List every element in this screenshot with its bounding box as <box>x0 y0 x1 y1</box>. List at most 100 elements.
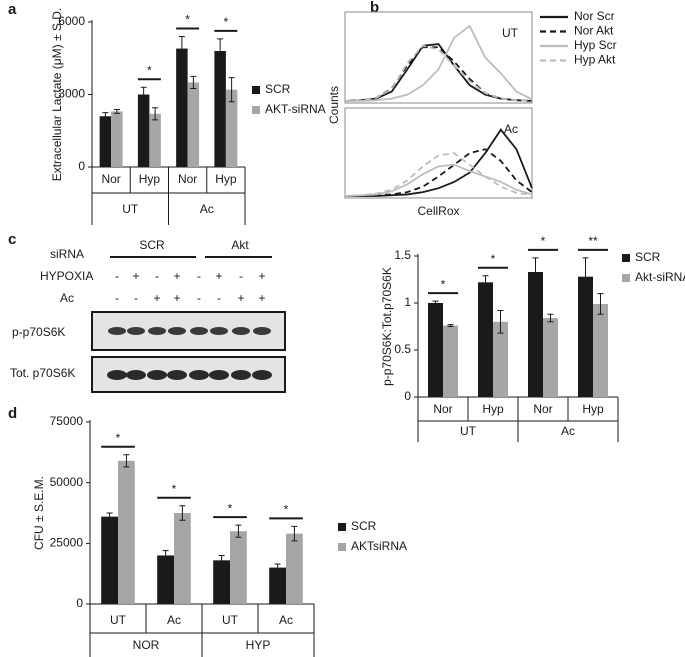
x-tick-label: Ac <box>279 613 293 627</box>
blot-band <box>210 327 228 335</box>
panel-label: d <box>8 405 17 422</box>
significance: * <box>185 13 190 27</box>
y-axis-label: p-p70S6K:Tot.p70S6K <box>380 267 394 386</box>
legend-swatch <box>622 274 630 282</box>
x-tick-label: Nor <box>533 402 552 416</box>
y-axis-label: Counts <box>327 86 341 124</box>
y-tick-label: 0 <box>404 389 411 403</box>
subplot-label: Ac <box>504 122 518 136</box>
bar <box>286 533 303 604</box>
bar <box>176 48 188 168</box>
significance: * <box>491 252 496 266</box>
y-tick-label: 1.5 <box>394 248 411 262</box>
curve <box>344 43 533 102</box>
y-tick-label: 25000 <box>50 536 84 550</box>
significance: * <box>147 63 152 77</box>
blot-sign: + <box>173 269 180 283</box>
panel-label: a <box>8 1 17 18</box>
legend-swatch <box>338 543 346 551</box>
blot-sign: - <box>134 291 138 305</box>
legend-label: SCR <box>351 519 377 533</box>
band-label: p-p70S6K <box>12 325 65 339</box>
y-tick-label: 0 <box>78 159 85 173</box>
legend-label: Hyp Scr <box>574 38 617 52</box>
bar <box>443 325 458 397</box>
bar <box>118 460 135 604</box>
bar <box>428 303 443 397</box>
bar <box>578 276 593 397</box>
blot-band <box>168 327 186 335</box>
significance: * <box>441 277 446 291</box>
panel-label: b <box>370 0 379 16</box>
y-tick-label: 0.5 <box>394 342 411 356</box>
blot-sign: + <box>258 269 265 283</box>
bar <box>213 560 230 604</box>
significance: * <box>284 503 289 517</box>
blot-row-label: HYPOXIA <box>40 269 93 283</box>
y-axis-label: CFU ± S.E.M. <box>32 476 46 550</box>
significance: * <box>541 234 546 248</box>
bar <box>187 82 200 167</box>
blot-sign: - <box>115 291 119 305</box>
bar <box>149 113 161 167</box>
blot-band <box>107 370 127 380</box>
error-bar <box>547 313 554 323</box>
blot-band <box>127 327 145 335</box>
error-bar <box>228 77 235 103</box>
curve <box>344 152 533 197</box>
error-bar <box>447 324 454 327</box>
curve <box>344 163 533 197</box>
error-bar <box>582 257 589 296</box>
error-bar <box>178 36 185 62</box>
legend-label: Nor Scr <box>574 9 615 23</box>
legend-label: SCR <box>265 82 291 96</box>
significance: ** <box>588 234 598 248</box>
blot-band <box>167 370 187 380</box>
blot-band <box>147 370 167 380</box>
error-bar <box>432 300 439 306</box>
legend-label: Nor Akt <box>574 24 614 38</box>
curve <box>344 44 533 102</box>
significance: * <box>116 431 121 445</box>
bar <box>225 89 238 167</box>
error-bar <box>532 257 539 287</box>
blot-band <box>209 370 229 380</box>
bar <box>174 513 191 604</box>
error-bar <box>140 86 147 103</box>
bar <box>269 567 286 604</box>
error-bar <box>597 293 604 315</box>
group-label: NOR <box>133 638 160 652</box>
legend-label: AKT-siRNA <box>265 102 326 116</box>
error-bar <box>217 38 224 64</box>
error-bar <box>162 550 169 561</box>
x-tick-label: Hyp <box>482 402 504 416</box>
blot-band <box>252 370 272 380</box>
blot-row-label: siRNA <box>50 247 84 261</box>
blot-band <box>189 370 209 380</box>
plot-frame <box>344 107 533 199</box>
x-tick-label: Nor <box>178 172 197 186</box>
blot-sign: - <box>197 291 201 305</box>
error-bar <box>102 112 109 121</box>
blot-band <box>253 327 271 335</box>
legend-label: AKTsiRNA <box>351 539 407 553</box>
x-tick-label: UT <box>222 613 239 627</box>
bar <box>111 111 123 167</box>
bar <box>137 94 150 167</box>
bar <box>157 555 174 604</box>
blot-group: Akt <box>231 238 249 252</box>
error-bar <box>274 563 281 572</box>
error-bar <box>152 107 159 121</box>
group-label: UT <box>122 202 139 216</box>
blot-band <box>126 370 146 380</box>
blot-band <box>148 327 166 335</box>
band-label: Tot. p70S6K <box>10 366 75 380</box>
legend-swatch <box>622 254 630 262</box>
error-bar <box>218 554 225 566</box>
curve <box>345 24 533 102</box>
y-tick-label: 6000 <box>58 14 85 28</box>
error-bar <box>123 454 130 468</box>
blot-group: SCR <box>139 238 165 252</box>
x-tick-label: Ac <box>167 613 181 627</box>
legend-label: Akt-siRNA <box>635 270 685 284</box>
